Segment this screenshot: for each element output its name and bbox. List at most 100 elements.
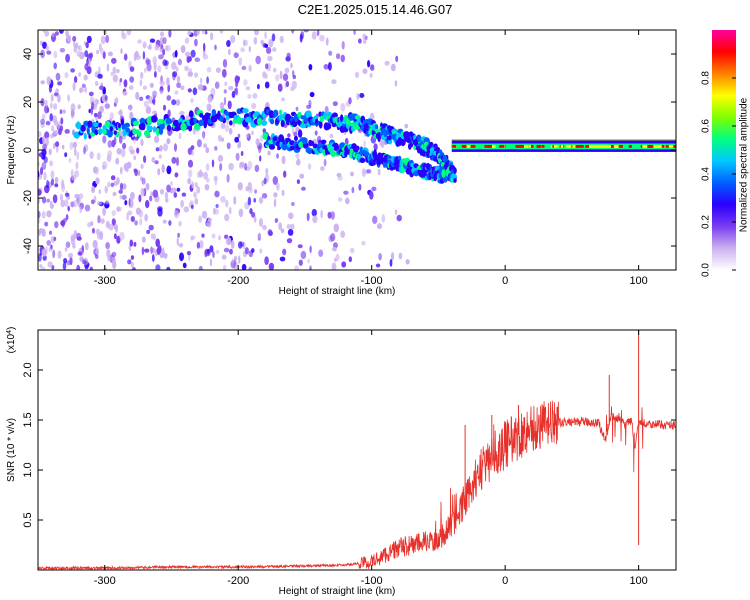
- main-trace-mark: [138, 123, 146, 131]
- noise-speck: [307, 163, 312, 170]
- main-trace-mark: [224, 110, 229, 116]
- noise-speck: [166, 184, 172, 193]
- main-trace-mark: [199, 112, 204, 118]
- noise-speck: [183, 206, 190, 213]
- noise-speck: [164, 191, 169, 199]
- noise-speck: [369, 112, 375, 121]
- noise-speck: [161, 164, 165, 173]
- stable-tone-peak: [550, 144, 555, 148]
- noise-speck: [196, 30, 200, 36]
- noise-speck: [73, 147, 77, 157]
- noise-speck: [162, 48, 166, 56]
- noise-speck: [50, 170, 55, 179]
- noise-speck: [43, 171, 47, 181]
- main-trace-mark: [453, 178, 457, 183]
- noise-speck: [88, 53, 93, 59]
- noise-speck: [145, 59, 151, 65]
- noise-speck: [299, 173, 305, 179]
- noise-speck: [98, 66, 101, 76]
- noise-speck: [381, 214, 386, 223]
- noise-speck: [142, 85, 147, 90]
- noise-speck: [265, 47, 272, 54]
- noise-speck: [297, 244, 303, 249]
- noise-speck: [63, 258, 68, 264]
- noise-speck: [151, 254, 155, 262]
- noise-speck: [197, 84, 204, 91]
- main-trace-mark: [83, 132, 87, 140]
- noise-speck: [98, 189, 102, 195]
- noise-speck: [111, 210, 117, 217]
- noise-speck: [281, 97, 285, 102]
- noise-speck: [238, 255, 241, 264]
- noise-speck: [267, 55, 273, 62]
- noise-speck: [333, 223, 340, 233]
- branch-trace-mark: [400, 165, 405, 174]
- noise-speck: [130, 191, 135, 200]
- x-tick-label: -200: [227, 275, 249, 287]
- plot-area: [38, 330, 676, 570]
- noise-speck: [81, 83, 86, 88]
- noise-speck: [137, 169, 141, 177]
- noise-speck: [170, 181, 173, 186]
- stable-tone-peak: [523, 144, 529, 148]
- noise-speck: [308, 63, 313, 71]
- noise-speck: [280, 228, 285, 234]
- noise-speck: [157, 65, 162, 73]
- main-trace-mark: [172, 119, 180, 127]
- noise-speck: [268, 262, 275, 270]
- noise-speck: [308, 99, 312, 107]
- noise-speck: [209, 245, 214, 253]
- branch-trace-mark: [373, 149, 377, 156]
- noise-speck: [359, 93, 365, 98]
- stable-tone-peak: [648, 144, 654, 148]
- noise-speck: [348, 256, 352, 263]
- noise-speck: [94, 80, 99, 87]
- noise-speck: [138, 194, 142, 203]
- noise-speck: [65, 192, 70, 197]
- noise-speck: [203, 171, 209, 180]
- noise-speck: [196, 241, 201, 249]
- main-trace-mark: [188, 124, 193, 132]
- noise-speck: [203, 143, 208, 148]
- noise-speck: [238, 208, 244, 218]
- noise-speck: [273, 192, 278, 198]
- noise-speck: [60, 220, 66, 227]
- noise-speck: [228, 85, 234, 91]
- noise-speck: [46, 210, 52, 218]
- main-trace-mark: [362, 119, 367, 125]
- noise-speck: [174, 172, 179, 178]
- noise-speck: [74, 42, 79, 48]
- noise-speck: [199, 240, 204, 249]
- noise-speck: [138, 209, 144, 218]
- noise-speck: [49, 102, 53, 109]
- noise-speck: [323, 64, 329, 70]
- noise-speck: [184, 37, 190, 44]
- stable-tone-peak: [566, 144, 572, 148]
- noise-speck: [57, 94, 61, 103]
- noise-speck: [240, 151, 244, 156]
- x-tick-label: 0: [502, 275, 508, 287]
- noise-speck: [140, 163, 144, 169]
- noise-speck: [258, 218, 264, 227]
- noise-speck: [327, 62, 332, 71]
- noise-speck: [145, 182, 150, 191]
- noise-speck: [309, 91, 315, 98]
- noise-speck: [140, 138, 144, 147]
- noise-speck: [149, 82, 154, 88]
- main-trace-mark: [450, 173, 458, 180]
- noise-speck: [185, 65, 189, 72]
- noise-speck: [49, 230, 52, 235]
- noise-speck: [190, 145, 195, 151]
- noise-speck: [398, 252, 403, 260]
- noise-speck: [62, 109, 66, 114]
- main-trace-mark: [151, 115, 158, 123]
- noise-speck: [155, 264, 161, 270]
- main-trace-mark: [256, 117, 263, 126]
- x-tick-label: -300: [94, 575, 116, 587]
- stable-tone-peak: [589, 144, 593, 148]
- chart-title: C2E1.2025.015.14.46.G07: [297, 2, 453, 17]
- noise-speck: [72, 242, 76, 249]
- branch-trace-mark: [426, 162, 430, 171]
- noise-speck: [59, 109, 63, 115]
- main-trace-mark: [132, 128, 137, 135]
